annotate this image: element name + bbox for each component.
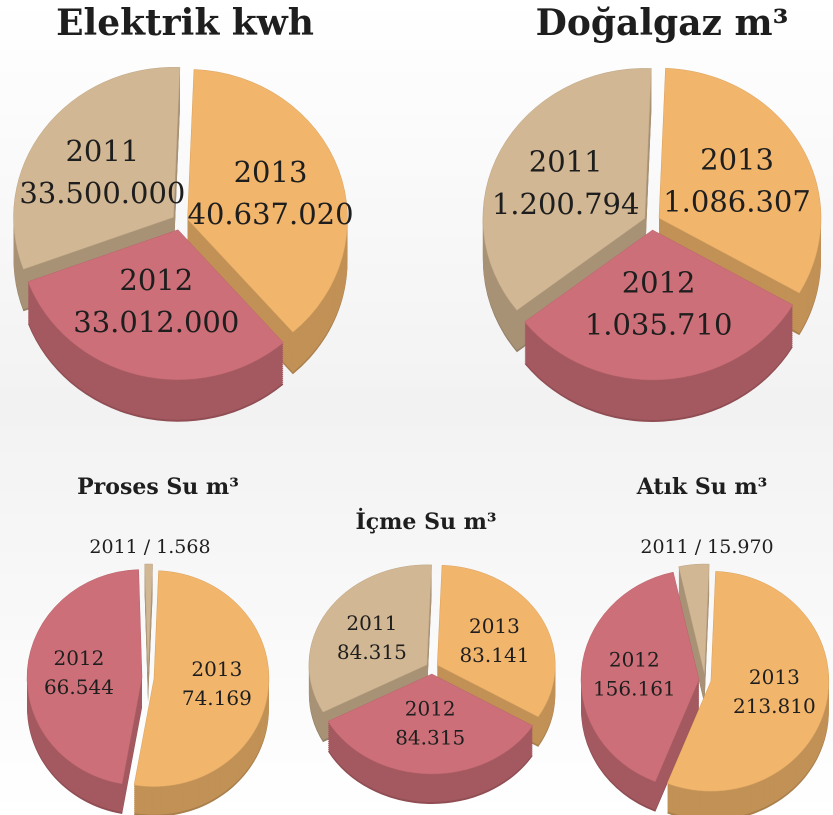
- label-value: 1.200.794: [492, 187, 640, 221]
- label-category: 2011: [640, 536, 688, 558]
- chart-title: İçme Su m³: [355, 507, 496, 535]
- label-category: 2011: [65, 134, 139, 168]
- pie-chart: İçme Su m³ 2013 83.141 2012 84.315 2011 84.315: [308, 507, 556, 804]
- label-value: 1.035.710: [585, 308, 733, 342]
- label-value: 40.637.020: [188, 197, 354, 231]
- label-value: 213.810: [733, 694, 816, 718]
- label-category: 2013: [469, 614, 520, 638]
- label-value: 84.315: [395, 725, 465, 749]
- chart-title: Elektrik kwh: [56, 2, 314, 44]
- label-value: 84.315: [337, 640, 407, 664]
- pie-chart: Atık Su m³ 2013 213.810 2012 156.161 2011 /15.…: [580, 474, 830, 815]
- pie-slice: [327, 673, 534, 775]
- pie-slice: [27, 229, 284, 380]
- pie-chart: Doğalgaz m³ 2013 1.086.307 2012 1.035.710 201…: [482, 2, 822, 422]
- label-category: 2013: [191, 657, 242, 681]
- label-category: 2013: [749, 665, 800, 689]
- pie-slice: [308, 564, 432, 713]
- pie-chart: Elektrik kwh 2013 40.637.020 2012 33.012.000…: [13, 2, 354, 422]
- slice-label: 2011 /15.970: [640, 536, 773, 558]
- pie-slice: [658, 67, 822, 294]
- label-category: 2013: [234, 155, 308, 189]
- pie-slice: [482, 68, 652, 311]
- chart-title: Doğalgaz m³: [536, 2, 789, 44]
- pie-slice: [133, 570, 270, 787]
- label-category: 2012: [405, 696, 456, 720]
- label-category: 2011: [346, 611, 397, 635]
- label-category: 2013: [700, 143, 774, 177]
- label-category: 2011: [529, 145, 603, 179]
- label-value: 33.012.000: [73, 305, 239, 339]
- pie-slice: [666, 571, 830, 792]
- pie-slice: [26, 569, 143, 785]
- pie-slice: [144, 563, 153, 673]
- label-category: 2011: [89, 536, 137, 558]
- pie-chart: Proses Su m³ 2013 74.169 2012 66.544 2011 /1.5…: [26, 474, 270, 815]
- pie-slice: [678, 563, 710, 675]
- label-value: 156.161: [593, 677, 676, 701]
- label-category: 2012: [119, 263, 193, 297]
- slice-label: 2011 /1.568: [89, 536, 210, 558]
- label-value: 1.568: [156, 536, 210, 558]
- chart-title: Proses Su m³: [77, 474, 239, 500]
- label-category: 2012: [622, 266, 696, 300]
- pie-slice: [580, 571, 700, 783]
- pie-slice: [187, 69, 348, 333]
- label-category: 2012: [609, 648, 660, 672]
- label-separator: /: [144, 536, 151, 558]
- label-value: 1.086.307: [663, 185, 811, 219]
- pie-slice: [437, 564, 556, 718]
- label-value: 83.141: [459, 643, 529, 667]
- label-value: 33.500.000: [19, 176, 185, 210]
- label-value: 15.970: [707, 536, 773, 558]
- pie-slice: [13, 67, 181, 270]
- chart-title: Atık Su m³: [636, 474, 768, 500]
- label-category: 2012: [53, 646, 104, 670]
- label-value: 74.169: [182, 686, 252, 710]
- label-separator: /: [695, 536, 702, 558]
- pie-slice: [524, 229, 794, 381]
- label-value: 66.544: [44, 675, 114, 699]
